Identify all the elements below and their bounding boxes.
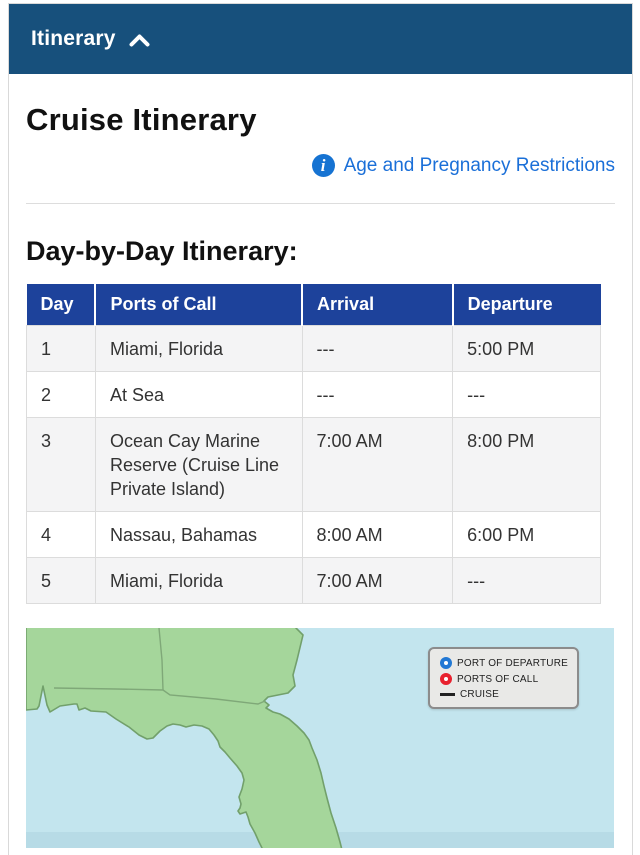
restrictions-link-label: Age and Pregnancy Restrictions	[343, 154, 615, 176]
table-cell-day: 4	[26, 511, 96, 558]
table-row: 2 At Sea --- ---	[26, 371, 601, 418]
table-column-header: Departure	[452, 284, 601, 326]
table-cell-day: 2	[26, 371, 96, 418]
table-row: 3 Ocean Cay Marine Reserve (Cruise Line P…	[26, 417, 601, 512]
section-divider	[26, 203, 615, 204]
table-cell-departure: 8:00 PM	[452, 417, 601, 512]
accordion-title: Itinerary	[31, 27, 116, 50]
cruise-route-line	[440, 693, 455, 696]
itinerary-heading: Day-by-Day Itinerary:	[26, 236, 298, 266]
table-cell-port: Miami, Florida	[94, 325, 303, 372]
legend-label: CRUISE	[460, 689, 499, 700]
table-cell-departure: 6:00 PM	[452, 511, 601, 558]
panel-content: Cruise Itinerary i Age and Pregnancy Res…	[9, 102, 632, 848]
table-cell-arrival: 7:00 AM	[301, 417, 454, 512]
map-legend: PORT OF DEPARTURE PORTS OF CALL CRUISE	[428, 647, 579, 709]
port-of-departure-marker	[440, 657, 452, 669]
table-cell-arrival: ---	[301, 325, 454, 372]
legend-label: PORT OF DEPARTURE	[457, 657, 569, 669]
legend-label: PORTS OF CALL	[457, 673, 539, 685]
chevron-up-icon	[129, 34, 150, 47]
table-cell-departure: ---	[452, 371, 601, 418]
table-cell-arrival: ---	[301, 371, 454, 418]
legend-row: PORT OF DEPARTURE	[440, 657, 569, 669]
map-state-border-florida	[53, 687, 266, 705]
ports-of-call-marker	[440, 673, 452, 685]
table-cell-port: At Sea	[94, 371, 303, 418]
itinerary-map: PORT OF DEPARTURE PORTS OF CALL CRUISE	[26, 628, 614, 848]
table-column-header: Day	[26, 284, 97, 326]
table-cell-departure: 5:00 PM	[452, 325, 601, 372]
table-cell-day: 3	[26, 417, 96, 512]
itinerary-panel: Itinerary Cruise Itinerary i Age and Pre…	[8, 3, 633, 855]
table-column-header: Ports of Call	[95, 284, 304, 326]
table-cell-arrival: 8:00 AM	[301, 511, 454, 558]
table-cell-port: Nassau, Bahamas	[94, 511, 303, 558]
itinerary-table: Day Ports of Call Arrival Departure 1 Miami,…	[26, 284, 601, 604]
table-row: 4 Nassau, Bahamas 8:00 AM 6:00 PM	[26, 511, 601, 558]
restrictions-row: i Age and Pregnancy Restrictions	[26, 154, 615, 177]
table-cell-day: 1	[26, 325, 96, 372]
table-cell-departure: ---	[452, 557, 601, 604]
itinerary-table-body: 1 Miami, Florida --- 5:00 PM 2 At Sea --- --- 3 O…	[26, 325, 601, 604]
page-title: Cruise Itinerary	[26, 102, 257, 137]
legend-row: PORTS OF CALL	[440, 673, 569, 685]
table-cell-port: Miami, Florida	[94, 557, 303, 604]
age-pregnancy-restrictions-link[interactable]: i Age and Pregnancy Restrictions	[311, 154, 615, 177]
table-cell-port: Ocean Cay Marine Reserve (Cruise Line Pr…	[94, 417, 303, 512]
map-landmass	[26, 628, 343, 848]
table-cell-day: 5	[26, 557, 96, 604]
table-row: 5 Miami, Florida 7:00 AM ---	[26, 557, 601, 604]
table-header-row: Day Ports of Call Arrival Departure	[26, 284, 601, 326]
map-state-border-vertical	[158, 628, 164, 691]
table-row: 1 Miami, Florida --- 5:00 PM	[26, 325, 601, 372]
info-icon: i	[311, 154, 335, 177]
itinerary-accordion-header[interactable]: Itinerary	[9, 4, 632, 74]
table-cell-arrival: 7:00 AM	[301, 557, 454, 604]
legend-row: CRUISE	[440, 689, 569, 700]
table-column-header: Arrival	[302, 284, 454, 326]
